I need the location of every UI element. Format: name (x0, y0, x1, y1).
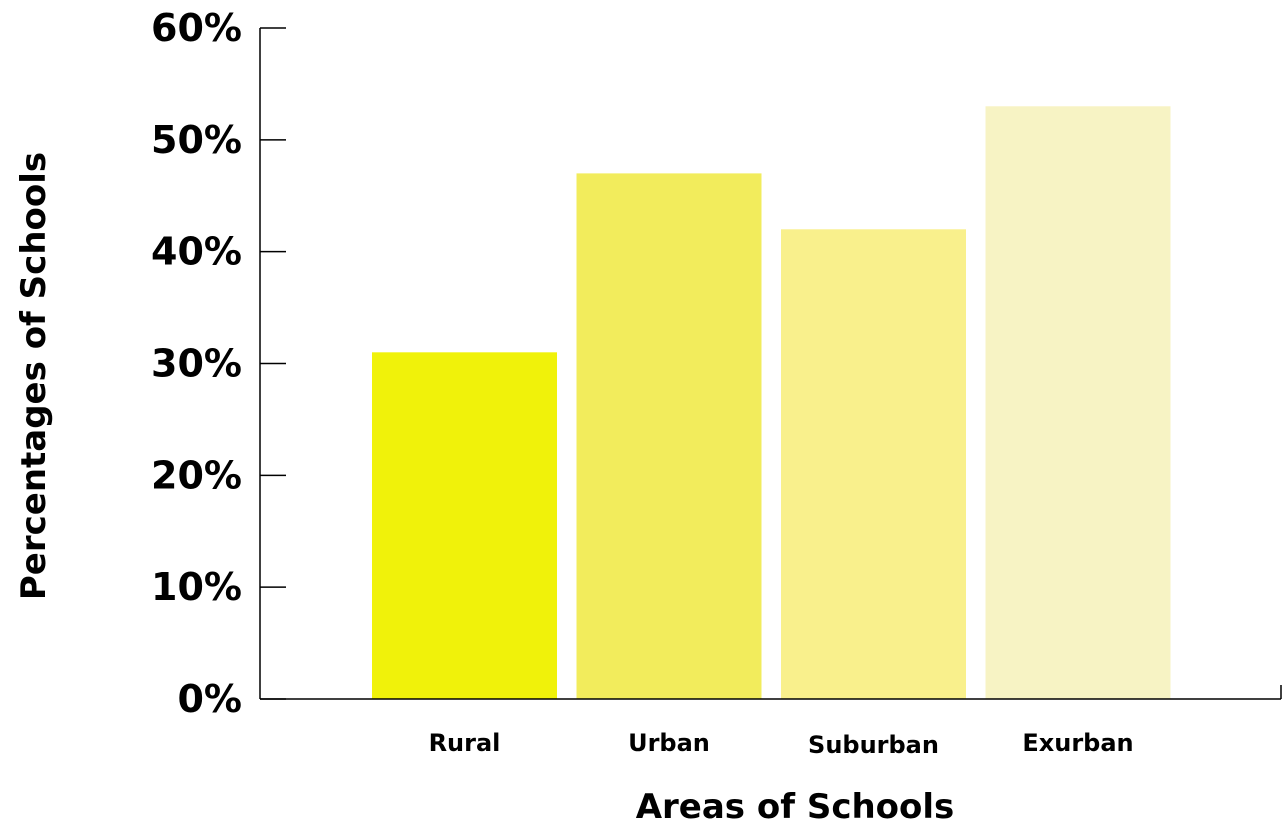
bars-group (372, 106, 1171, 700)
y-tick-label: 40% (151, 230, 242, 274)
bar-rural (372, 352, 557, 699)
y-tick-label: 20% (151, 453, 242, 497)
y-tick-label: 60% (151, 6, 242, 50)
x-axis-category-labels: Rural Urban Suburban Exurban (429, 729, 1134, 759)
x-axis-title: Areas of Schools (636, 787, 955, 826)
y-tick-label: 30% (151, 342, 242, 386)
bar-urban (576, 173, 762, 700)
bar-suburban (781, 229, 966, 700)
x-category-label: Exurban (1022, 729, 1133, 757)
y-tick-label: 50% (151, 118, 242, 162)
bar-exurban (985, 106, 1171, 700)
y-tick-label: 0% (177, 677, 242, 721)
y-axis-title: Percentages of Schools (14, 152, 54, 600)
x-category-label: Urban (628, 729, 710, 757)
y-axis-ticks: 0% 10% 20% 30% 40% 50% 60% (151, 6, 286, 721)
x-category-label: Suburban (808, 731, 939, 759)
x-category-label: Rural (429, 729, 501, 757)
y-tick-label: 10% (151, 565, 242, 609)
